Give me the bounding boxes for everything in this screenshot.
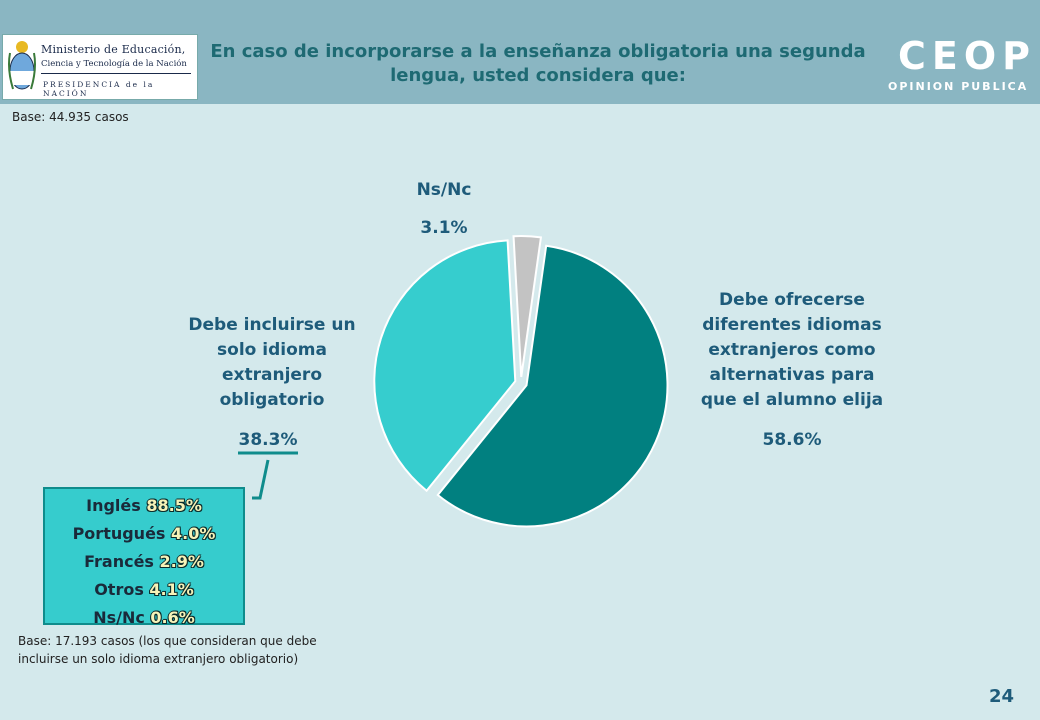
ceop-logo-tagline: OPINION PUBLICA bbox=[888, 80, 1029, 93]
slice-label-nsnc: Ns/Nc bbox=[416, 180, 472, 200]
slice-label-solo-line4: obligatorio bbox=[219, 390, 325, 410]
breakdown-value: 4.0% bbox=[171, 524, 216, 543]
page-number: 24 bbox=[988, 686, 1014, 707]
breakdown-label: Francés bbox=[84, 552, 154, 571]
slice-value-diferentes-idiomas: 58.6% bbox=[762, 430, 822, 450]
breakdown-label: Ns/Nc bbox=[93, 608, 145, 627]
argentina-shield-icon bbox=[8, 41, 36, 90]
ceop-logo-name: CEOP bbox=[898, 34, 1036, 78]
base-bottom-note: Base: 17.193 casos (los que consideran q… bbox=[18, 632, 398, 668]
pie-slice-2 bbox=[512, 235, 543, 378]
base-top-note: Base: 44.935 casos bbox=[12, 110, 129, 124]
breakdown-row: Portugués 4.0% bbox=[45, 520, 243, 548]
slice-label-solo-idioma: Debe incluirse un solo idioma extranjero… bbox=[172, 313, 372, 413]
breakdown-value: 2.9% bbox=[159, 552, 204, 571]
logo-presidencia: PRESIDENCIA de la NACIÓN bbox=[43, 80, 155, 98]
pie-slice-1 bbox=[373, 239, 517, 493]
header-bar: Ministerio de Educación, Ciencia y Tecno… bbox=[0, 0, 1040, 104]
breakdown-value: 88.5% bbox=[146, 496, 202, 515]
base-bottom-line2: incluirse un solo idioma extranjero obli… bbox=[18, 652, 299, 666]
callout-connector bbox=[252, 459, 270, 500]
base-bottom-line1: Base: 17.193 casos (los que consideran q… bbox=[18, 634, 317, 648]
language-breakdown-box: Inglés 88.5% Portugués 4.0% Francés 2.9%… bbox=[43, 487, 245, 627]
breakdown-label: Otros bbox=[94, 580, 144, 599]
breakdown-label: Inglés bbox=[86, 496, 141, 515]
page-title: En caso de incorporarse a la enseñanza o… bbox=[210, 41, 866, 86]
breakdown-row: Inglés 88.5% bbox=[45, 492, 243, 520]
breakdown-label: Portugués bbox=[72, 524, 166, 543]
pie-slices bbox=[373, 235, 669, 528]
breakdown-row: Francés 2.9% bbox=[45, 548, 243, 576]
slice-value-nsnc: 3.1% bbox=[420, 218, 468, 238]
slice-label-solo-line1: Debe incluirse un bbox=[188, 315, 356, 335]
pie-slice-0 bbox=[436, 244, 669, 528]
slice-label-dif-line3: extranjeros como bbox=[708, 340, 876, 360]
logo-divider bbox=[41, 73, 191, 74]
logo-ministry-subtitle: Ciencia y Tecnología de la Nación bbox=[41, 59, 187, 69]
slice-label-dif-line1: Debe ofrecerse bbox=[719, 290, 865, 310]
slice-label-dif-line2: diferentes idiomas bbox=[702, 315, 882, 335]
slice-label-dif-line5: que el alumno elija bbox=[700, 390, 884, 410]
breakdown-row: Otros 4.1% bbox=[45, 576, 243, 604]
logo-ministry-name: Ministerio de Educación, bbox=[41, 43, 186, 56]
slice-label-solo-line2: solo idioma bbox=[217, 340, 327, 360]
slice-value-solo-idioma: 38.3% bbox=[238, 430, 298, 450]
slice-label-solo-line3: extranjero bbox=[222, 365, 322, 385]
slice-label-dif-line4: alternativas para bbox=[709, 365, 875, 385]
breakdown-value: 4.1% bbox=[149, 580, 194, 599]
breakdown-value: 0.6% bbox=[150, 608, 195, 627]
slice-label-diferentes-idiomas: Debe ofrecerse diferentes idiomas extran… bbox=[672, 288, 912, 413]
ministry-logo: Ministerio de Educación, Ciencia y Tecno… bbox=[2, 34, 198, 100]
breakdown-row: Ns/Nc 0.6% bbox=[45, 604, 243, 632]
